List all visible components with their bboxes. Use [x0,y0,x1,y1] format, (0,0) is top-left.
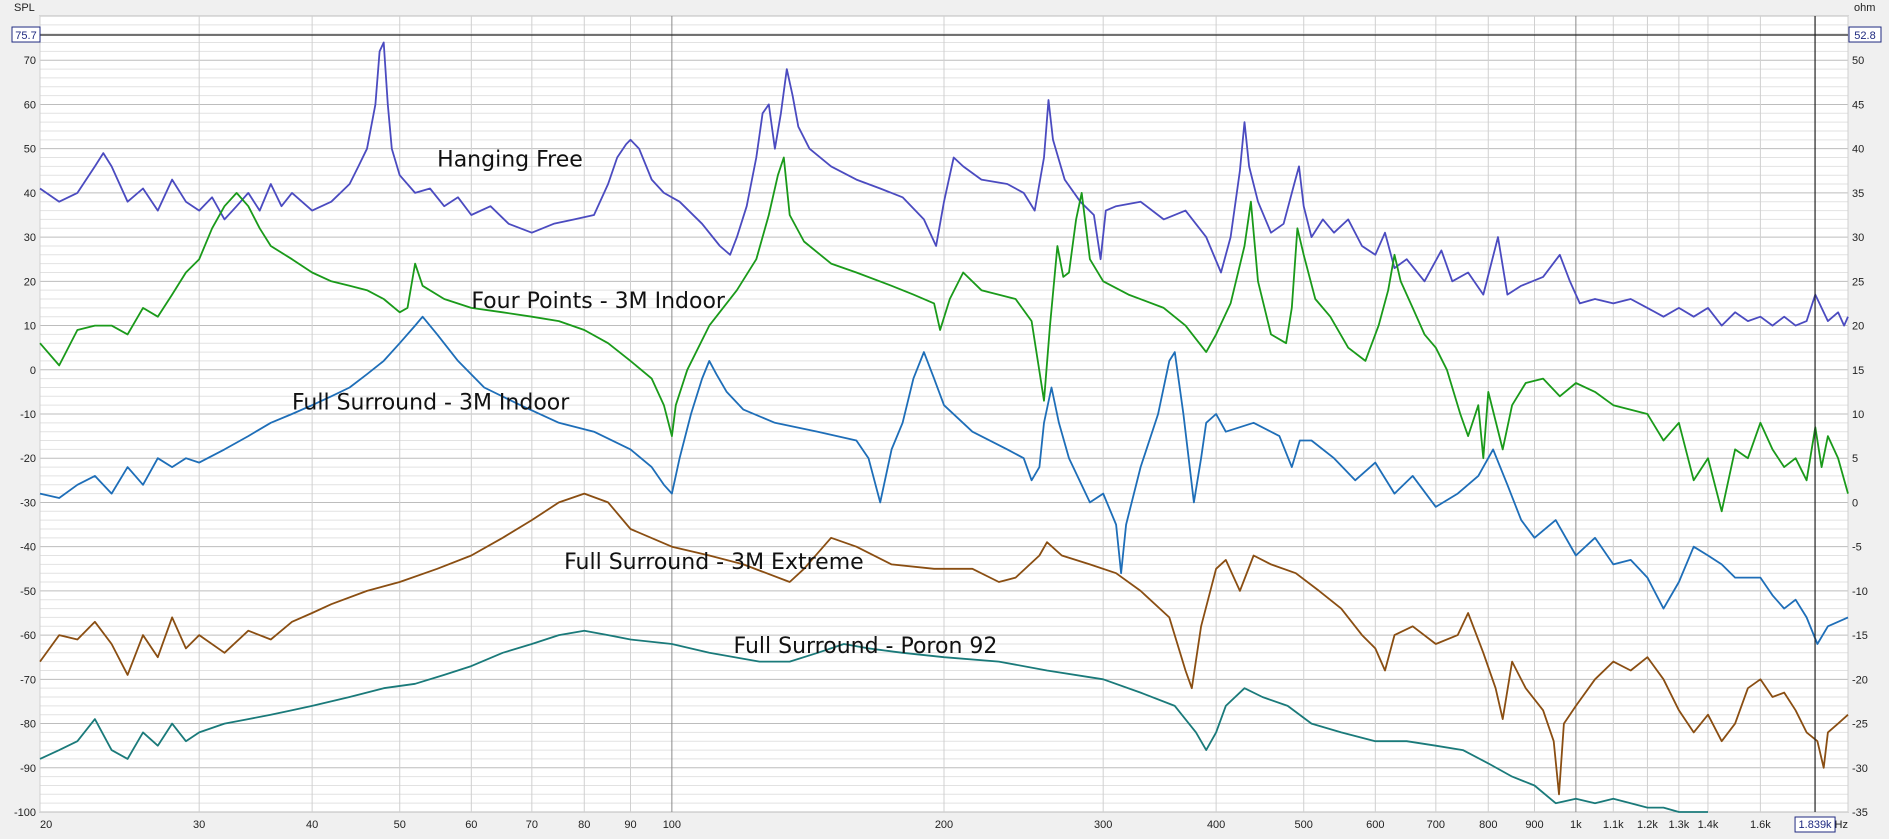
series-label-2: Four Points - 3M Indoor [471,289,726,314]
right-tick-label: -30 [1852,763,1868,775]
right-tick-label: -15 [1852,630,1868,642]
series-label-1: Hanging Free [437,147,583,172]
x-tick-label: 100 [663,819,681,831]
left-tick-label: -80 [20,719,36,731]
x-tick-label: 200 [935,819,953,831]
series-line-2 [39,156,1849,513]
series-label-4: Full Surround - 3M Extreme [564,550,864,575]
x-tick-label: 60 [465,819,477,831]
left-tick-label: 20 [24,276,36,288]
right-tick-label: -20 [1852,674,1868,686]
left-tick-label: -20 [20,453,36,465]
x-tick-label: 600 [1366,819,1384,831]
left-tick-label: 60 [24,99,36,111]
x-tick-label: 900 [1525,819,1543,831]
x-tick-label: 1.6k [1750,819,1771,831]
left-tick-label: 10 [24,321,36,333]
left-marker-value: 75.7 [15,30,36,42]
x-tick-label: 500 [1295,819,1313,831]
x-tick-label: 300 [1094,819,1112,831]
marker-layer: 75.7 52.8 1.839k [11,16,1882,833]
cursor-x-value: 1.839k [1799,819,1833,831]
x-tick-label: 70 [526,819,538,831]
left-tick-label: 70 [24,55,36,67]
left-tick-label: -10 [20,409,36,421]
right-tick-label: 50 [1852,55,1864,67]
right-tick-label: 20 [1852,321,1864,333]
series-line-3 [39,315,1849,645]
x-tick-label: 40 [306,819,318,831]
left-tick-label: -60 [20,630,36,642]
right-tick-label: 10 [1852,409,1864,421]
curve-label-layer: Hanging Free Four Points - 3M Indoor Full … [292,147,997,658]
x-tick-label: 800 [1479,819,1497,831]
right-tick-label: 35 [1852,188,1864,200]
left-axis-title: SPL [14,2,35,14]
left-tick-label: -30 [20,497,36,509]
series-line-4 [39,492,1849,796]
x-tick-label: 1.4k [1698,819,1719,831]
left-tick-label: 30 [24,232,36,244]
right-tick-label: -25 [1852,719,1868,731]
series-layer [39,41,1849,813]
left-tick-label: -70 [20,674,36,686]
x-tick-label: 700 [1427,819,1445,831]
left-tick-label: 50 [24,144,36,156]
left-marker-box [11,26,41,43]
right-marker-value: 52.8 [1854,30,1875,42]
cursor-x-box [1794,816,1836,833]
left-tick-label: 40 [24,188,36,200]
series-line-1 [39,41,1849,327]
right-tick-label: 40 [1852,144,1864,156]
right-tick-label: 25 [1852,276,1864,288]
right-tick-label: 45 [1852,99,1864,111]
x-tick-label: 1.1k [1603,819,1624,831]
x-tick-label: 400 [1207,819,1225,831]
right-tick-label: 5 [1852,453,1858,465]
x-tick-label: 50 [394,819,406,831]
x-tick-label: 1.3k [1668,819,1689,831]
series-line-5 [39,629,1708,813]
right-axis-title: ohm [1854,2,1875,14]
x-tick-label: 90 [624,819,636,831]
right-tick-label: 30 [1852,232,1864,244]
x-tick-label: 1.2k [1637,819,1658,831]
right-tick-label: -5 [1852,542,1862,554]
right-tick-label: -35 [1852,807,1868,819]
left-tick-label: -40 [20,542,36,554]
x-tick-label: 1k [1570,819,1582,831]
grid-lines [39,15,1849,813]
x-tick-label: 30 [193,819,205,831]
series-label-5: Full Surround - Poron 92 [734,634,998,659]
right-tick-label: 15 [1852,365,1864,377]
right-tick-label: 0 [1852,497,1858,509]
left-tick-label: -50 [20,586,36,598]
left-tick-label: -90 [20,763,36,775]
left-tick-label: -100 [14,807,36,819]
x-tick-label: 80 [578,819,590,831]
right-marker-box [1848,26,1882,43]
right-tick-label: -10 [1852,586,1868,598]
x-tick-label: 20 [40,819,52,831]
left-tick-label: 0 [30,365,36,377]
series-label-3: Full Surround - 3M Indoor [292,391,570,416]
